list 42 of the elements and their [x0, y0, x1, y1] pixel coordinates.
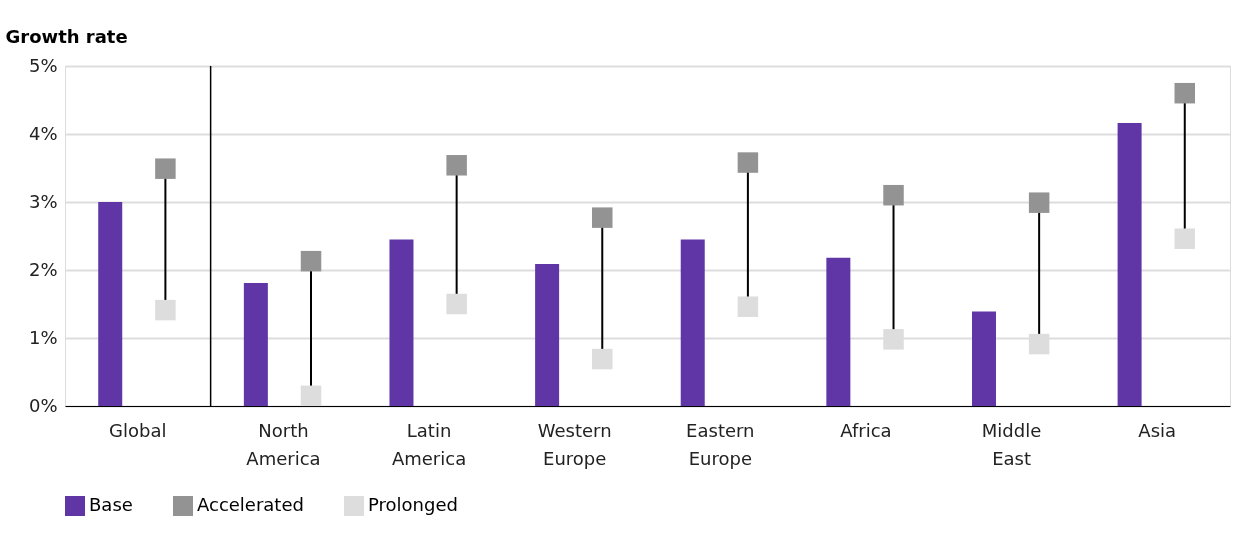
point — [155, 299, 176, 321]
point — [1174, 228, 1196, 249]
point — [883, 184, 904, 206]
x-tick-label: Asia — [1138, 419, 1177, 441]
bar — [98, 202, 123, 406]
y-tick-label: 2% — [28, 258, 58, 280]
y-tick-label: 0% — [28, 394, 58, 416]
y-tick-label: 4% — [28, 122, 58, 144]
point — [592, 348, 613, 370]
point — [1028, 192, 1050, 213]
x-tick-label: North America — [246, 419, 321, 469]
x-tick-label: Eastern Europe — [686, 419, 755, 469]
x-tick-label: Latin America — [391, 419, 467, 469]
bar — [971, 311, 996, 406]
bar — [1117, 123, 1142, 406]
point — [592, 207, 613, 228]
point — [883, 329, 904, 350]
bar — [389, 239, 414, 406]
legend-label: Accelerated — [197, 494, 304, 515]
legend-label: Prolonged — [368, 494, 458, 515]
point — [300, 250, 322, 272]
point — [737, 152, 759, 173]
bar — [680, 239, 705, 406]
x-tick-label: Africa — [840, 419, 892, 441]
point — [300, 385, 322, 407]
y-axis-title: Growth rate — [5, 25, 128, 47]
point — [737, 296, 759, 317]
point — [155, 158, 176, 179]
y-tick-label: 1% — [28, 326, 58, 348]
point — [446, 293, 467, 315]
point — [446, 155, 467, 176]
bar — [826, 257, 851, 406]
point — [1174, 82, 1196, 104]
x-tick-label: Global — [109, 419, 167, 441]
x-tick-label: Middle East — [981, 419, 1042, 469]
x-tick-label: Western Europe — [537, 419, 612, 469]
point — [1028, 333, 1050, 355]
legend-label: Base — [89, 494, 133, 515]
y-tick-label: 3% — [28, 190, 58, 212]
bar — [243, 282, 268, 406]
y-tick-label: 5% — [28, 54, 58, 76]
bar — [535, 263, 560, 406]
